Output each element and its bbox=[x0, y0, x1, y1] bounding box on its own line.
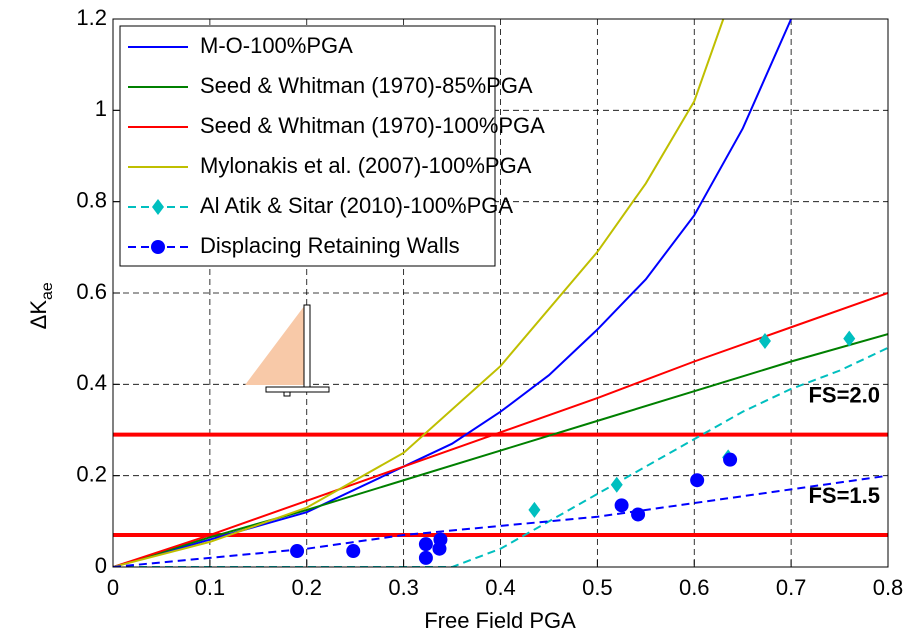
marker bbox=[723, 452, 738, 467]
x-tick-label: 0.3 bbox=[388, 575, 419, 600]
y-tick-label: 1.2 bbox=[76, 5, 107, 30]
legend-label: Seed & Whitman (1970)-100%PGA bbox=[200, 113, 545, 138]
legend-box bbox=[119, 25, 496, 267]
marker bbox=[418, 537, 433, 552]
x-tick-label: 0.2 bbox=[291, 575, 322, 600]
x-tick-label: 0.7 bbox=[776, 575, 807, 600]
legend: M-O-100%PGA Seed & Whitman (1970)-85%PGA S… bbox=[119, 25, 545, 267]
reference-lines: FS=2.0 FS=1.5 bbox=[113, 382, 888, 538]
y-axis-label: ΔK ae bbox=[26, 282, 56, 329]
wall-icon bbox=[245, 304, 330, 397]
marker bbox=[528, 501, 541, 518]
series-line bbox=[113, 292, 888, 567]
plot-area bbox=[113, 19, 888, 567]
legend-label: M-O-100%PGA bbox=[200, 33, 353, 58]
marker bbox=[151, 240, 165, 254]
marker bbox=[758, 332, 771, 349]
legend-label: Seed & Whitman (1970)-85%PGA bbox=[200, 73, 533, 98]
y-tick-label: 1 bbox=[95, 96, 107, 121]
y-axis-label-main: ΔK bbox=[26, 300, 51, 330]
x-tick-label: 0.4 bbox=[485, 575, 516, 600]
y-tick-label: 0 bbox=[95, 553, 107, 578]
x-tick-label: 0.1 bbox=[195, 575, 226, 600]
series-line bbox=[113, 474, 888, 567]
marker bbox=[843, 330, 856, 347]
marker bbox=[690, 473, 705, 488]
legend-label: Mylonakis et al. (2007)-100%PGA bbox=[200, 153, 532, 178]
y-tick-label: 0.8 bbox=[76, 187, 107, 212]
marker bbox=[433, 532, 448, 547]
marker bbox=[152, 199, 164, 215]
marker bbox=[631, 507, 646, 522]
marker bbox=[614, 498, 629, 513]
legend-label: Displacing Retaining Walls bbox=[200, 233, 460, 258]
marker bbox=[610, 476, 623, 493]
series-line bbox=[113, 333, 888, 567]
marker bbox=[290, 544, 305, 559]
x-tick-label: 0.6 bbox=[679, 575, 710, 600]
marker bbox=[418, 550, 433, 565]
series-line bbox=[113, 19, 793, 567]
y-tick-label: 0.2 bbox=[76, 461, 107, 486]
y-tick-label: 0.4 bbox=[76, 370, 107, 395]
legend-label: Al Atik & Sitar (2010)-100%PGA bbox=[200, 193, 513, 218]
x-tick-label: 0.5 bbox=[582, 575, 613, 600]
marker bbox=[346, 544, 361, 559]
x-tick-label: 0 bbox=[107, 575, 119, 600]
axes: 0 0.1 0.2 0.3 0.4 0.5 0.6 0.7 0.8 0 0.2 0.4 0.6 0.8 1 1… bbox=[76, 5, 903, 600]
x-tick-label: 0.8 bbox=[873, 575, 904, 600]
reference-label: FS=2.0 bbox=[808, 382, 880, 407]
reference-label: FS=1.5 bbox=[808, 483, 880, 508]
series-line bbox=[113, 19, 725, 567]
x-axis-label: Free Field PGA bbox=[424, 608, 576, 633]
y-axis-label-sub: ae bbox=[39, 282, 56, 300]
y-tick-label: 0.6 bbox=[76, 279, 107, 304]
